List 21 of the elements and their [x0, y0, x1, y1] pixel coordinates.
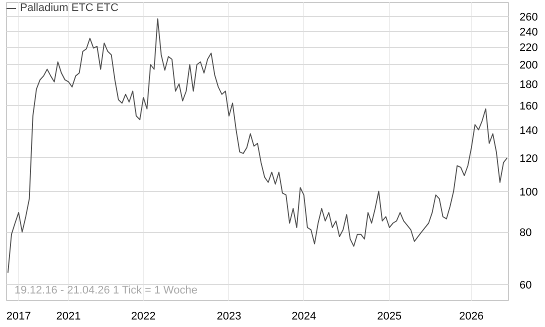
x-tick-label: 2022 [131, 310, 156, 322]
y-tick-label: 240 [520, 26, 538, 38]
x-tick-label: 2021 [56, 310, 81, 322]
x-tick-label: 2024 [292, 310, 316, 322]
y-tick-label: 180 [520, 78, 538, 91]
y-tick-label: 120 [520, 152, 538, 165]
x-tick-label: 2017 [6, 310, 31, 322]
x-tick-label: 2026 [459, 310, 484, 322]
x-tick-label: 2025 [377, 310, 402, 322]
x-tick-label: 2023 [216, 310, 242, 322]
y-tick-label: 100 [520, 186, 538, 198]
annotation: 19.12.16 - 21.04.26 1 Tick = 1 Woche [14, 284, 198, 296]
line-series [7, 18, 508, 274]
y-tick-label: 220 [520, 42, 538, 54]
y-tick-label: 80 [520, 227, 532, 240]
legend-label: Palladium ETC ETC [20, 2, 118, 14]
y-tick-label: 160 [520, 100, 538, 112]
y-tick-label: 200 [520, 60, 538, 72]
y-tick-label: 260 [520, 12, 538, 24]
y-tick-label: 60 [520, 280, 532, 292]
y-tick-label: 140 [520, 124, 538, 137]
